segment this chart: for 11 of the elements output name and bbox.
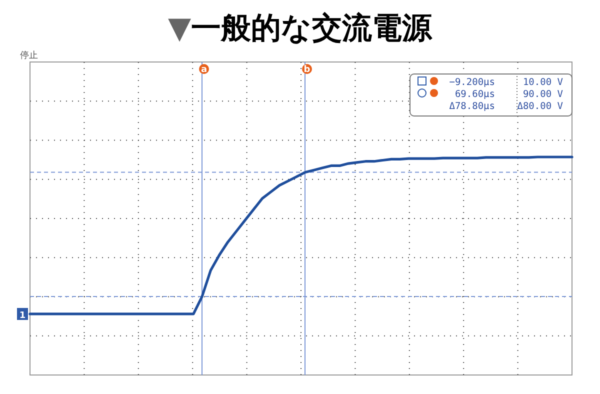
text: 停止 [20,50,38,61]
text: Δ78.80µs [449,101,495,112]
text: a [200,65,208,75]
text: b [304,65,311,75]
text: 10.00 V [522,77,564,88]
chart-title: ▼一般的な交流電源 [168,11,434,46]
text: 1 [19,310,26,321]
text: Δ80.00 V [517,101,564,112]
text: 69.60µs [454,89,495,100]
text: 90.00 V [522,89,564,100]
text: −9.200µs [449,77,495,88]
